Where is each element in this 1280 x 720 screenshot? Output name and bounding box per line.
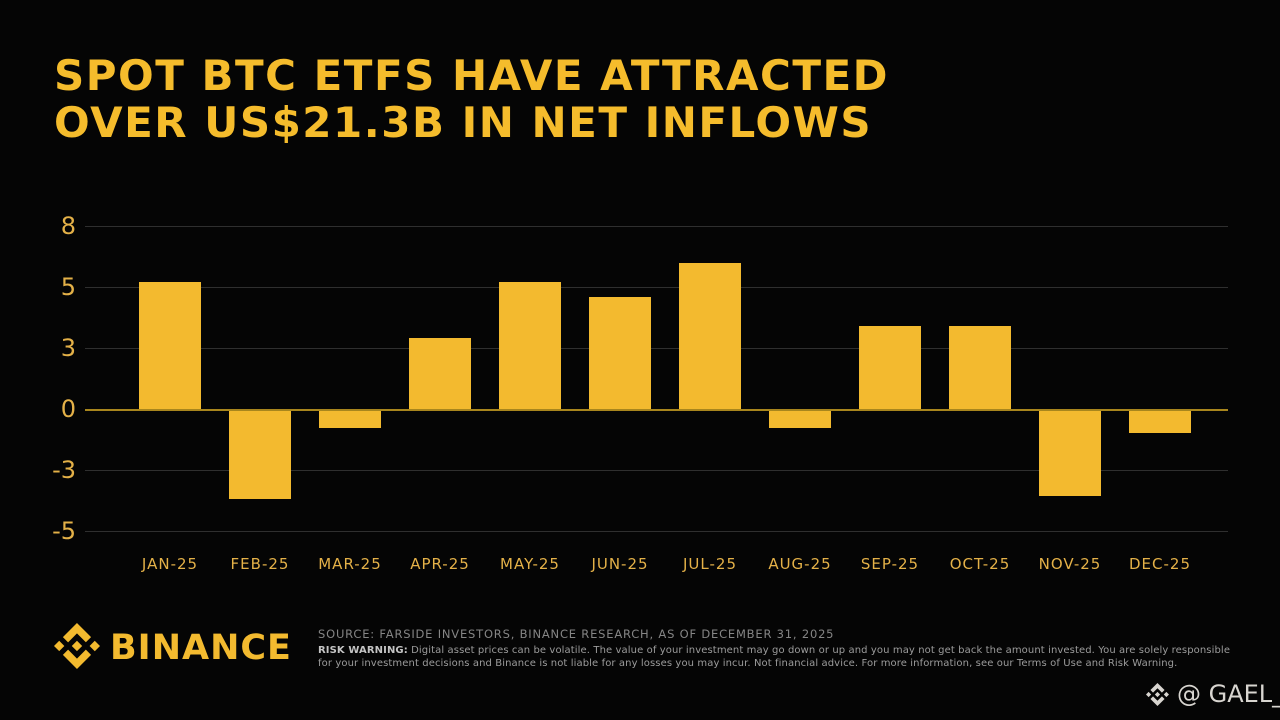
x-tick-label: AUG-25 [768, 555, 832, 573]
gridline [85, 470, 1228, 471]
y-tick-label: -3 [52, 456, 76, 484]
y-tick-label: -5 [52, 517, 76, 545]
bar-jul-25 [679, 263, 741, 409]
risk-warning-text: RISK WARNING: Digital asset prices can b… [318, 644, 1236, 670]
risk-warning-line-1: Digital asset prices can be volatile. Th… [411, 645, 1231, 656]
plot-area: JAN-25 FEB-25 MAR-25 APR-25 MAY-25 JUN-25 JUL-… [85, 226, 1228, 573]
x-tick-label: SEP-25 [860, 555, 920, 573]
gridline [85, 531, 1228, 532]
page-title-line-2: OVER US$21.3B IN NET INFLOWS [54, 98, 873, 147]
x-tick-label: MAY-25 [500, 555, 560, 573]
watermark-binance-icon [1146, 683, 1169, 706]
x-tick-label: JUN-25 [591, 555, 649, 573]
y-axis-labels: 8 5 3 0 -3 -5 [0, 212, 76, 545]
source-text: SOURCE: FARSIDE INVESTORS, BINANCE RESEA… [318, 627, 835, 641]
page-title: SPOT BTC ETFS HAVE ATTRACTED OVER US$21.… [54, 52, 889, 146]
page-title-line-1: SPOT BTC ETFS HAVE ATTRACTED [54, 51, 890, 100]
x-tick-label: JUL-25 [683, 555, 737, 573]
bar-mar-25 [319, 411, 381, 428]
x-tick-label: NOV-25 [1038, 555, 1102, 573]
zero-axis-line [85, 409, 1228, 411]
bar-feb-25 [229, 411, 291, 499]
risk-warning-line-2: for your investment decisions and Binanc… [318, 658, 1178, 669]
risk-warning-label: RISK WARNING: [318, 645, 408, 656]
watermark-handle: @ GAEL_ [1177, 680, 1280, 708]
gridline [85, 287, 1228, 288]
bar-aug-25 [769, 411, 831, 428]
x-tick-label: DEC-25 [1128, 555, 1191, 573]
x-tick-label: JAN-25 [141, 555, 199, 573]
binance-wordmark: BINANCE [110, 628, 292, 668]
y-tick-label: 8 [60, 212, 76, 240]
binance-logo-icon [54, 623, 100, 669]
y-tick-label: 5 [60, 273, 76, 301]
bar-dec-25 [1129, 411, 1191, 433]
x-tick-label: OCT-25 [949, 555, 1011, 573]
bar-jun-25 [589, 297, 651, 409]
y-tick-label: 0 [60, 395, 76, 423]
bar-jan-25 [139, 282, 201, 409]
gridline [85, 226, 1228, 227]
y-tick-label: 3 [60, 334, 76, 362]
bar-apr-25 [409, 338, 471, 409]
bar-nov-25 [1039, 411, 1101, 496]
x-tick-label: MAR-25 [318, 555, 382, 573]
bar-sep-25 [859, 326, 921, 409]
x-tick-label: FEB-25 [230, 555, 290, 573]
bar-may-25 [499, 282, 561, 409]
bar-oct-25 [949, 326, 1011, 409]
gridline [85, 348, 1228, 349]
x-tick-label: APR-25 [410, 555, 470, 573]
